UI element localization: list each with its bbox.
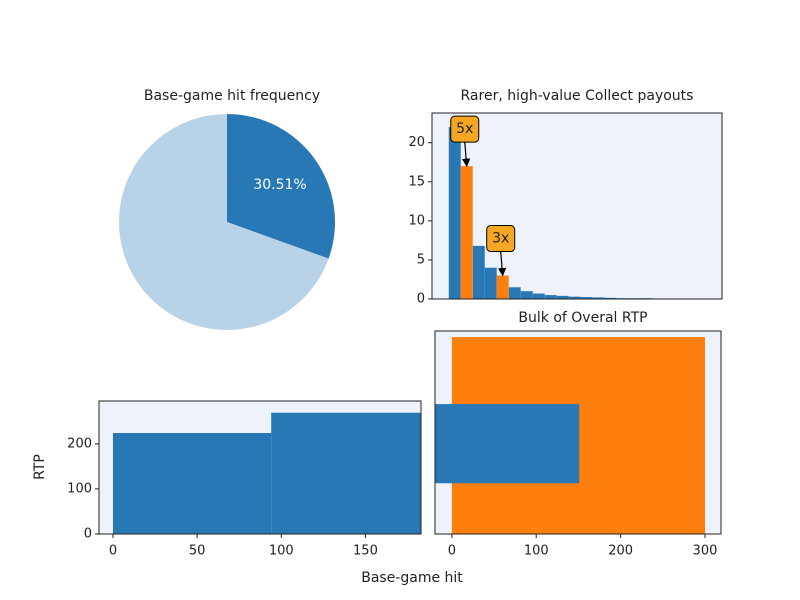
- chart-title: Base-game hit frequency: [144, 88, 320, 104]
- annotation-box: [450, 115, 480, 143]
- y-tick-label: 100: [67, 481, 92, 496]
- x-tick-label: 50: [189, 544, 206, 559]
- histogram-bar: [112, 433, 272, 534]
- y-tick-label: 20: [408, 135, 425, 150]
- bar: [435, 404, 580, 484]
- x-tick-label: 0: [109, 544, 117, 559]
- y-tick-label: 15: [408, 174, 425, 189]
- histogram-bar: [496, 275, 509, 299]
- plot-marks: [435, 337, 705, 534]
- histogram-bar: [472, 245, 485, 299]
- histogram-bar: [592, 297, 605, 299]
- y-axis-label: RTP: [32, 454, 48, 480]
- x-axis-label: Base-game hit: [361, 570, 463, 586]
- histogram-bar: [520, 291, 533, 299]
- y-tick-label: 0: [84, 527, 92, 542]
- histogram-bar: [532, 293, 545, 299]
- histogram-bar: [556, 295, 569, 299]
- histogram-bar: [460, 166, 473, 299]
- x-tick-label: 200: [608, 544, 633, 559]
- plot-marks: [112, 412, 421, 534]
- chart-title: Bulk of Overal RTP: [518, 310, 647, 326]
- annotation-arrow: [497, 251, 507, 277]
- annotation-text: 5x: [456, 121, 473, 137]
- y-tick-label: 5: [417, 252, 425, 267]
- slice-label: 30.51%: [253, 177, 306, 193]
- axes-frame: [434, 330, 722, 535]
- x-tick-label: 100: [269, 544, 294, 559]
- pie-slice: [119, 114, 329, 330]
- axes-frame: [98, 400, 422, 535]
- x-tick-label: 100: [524, 544, 549, 559]
- histogram-bar: [580, 297, 593, 299]
- histogram-bar: [508, 287, 521, 299]
- histogram-bar: [271, 412, 421, 534]
- x-tick-label: 300: [693, 544, 718, 559]
- y-tick-label: 200: [67, 436, 92, 451]
- pie-slice: [227, 114, 335, 259]
- y-tick-label: 10: [408, 213, 425, 228]
- x-tick-label: 150: [353, 544, 378, 559]
- histogram-bar: [604, 297, 617, 299]
- histogram-bar: [568, 296, 581, 299]
- axes-frame: [431, 112, 723, 300]
- chart-title: Rarer, high-value Collect payouts: [461, 88, 694, 104]
- histogram-bar: [544, 295, 557, 299]
- annotation-text: 3x: [492, 231, 509, 247]
- annotation-arrow: [461, 142, 471, 167]
- histogram-bar: [448, 127, 461, 299]
- histogram-bar: [484, 267, 497, 299]
- x-tick-label: 0: [448, 544, 456, 559]
- annotation-box: [486, 225, 516, 253]
- y-tick-label: 0: [417, 292, 425, 307]
